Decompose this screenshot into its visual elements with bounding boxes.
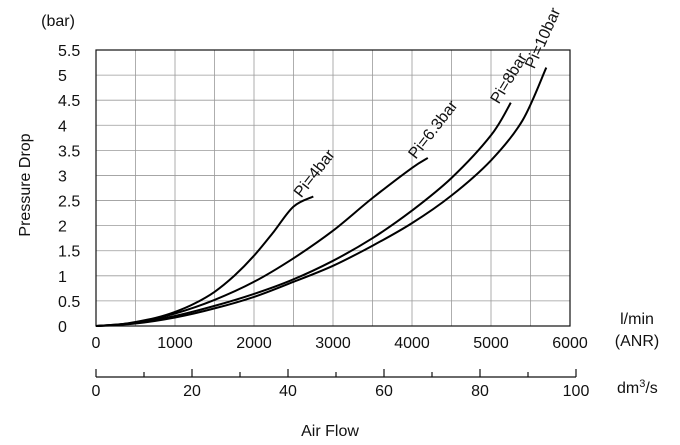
x-tick-label-primary: 6000 [552,335,588,352]
y-tick-label: 1 [58,269,67,286]
y-tick-label: 0 [58,319,67,336]
x-tick-labels-primary: 0 1000 2000 3000 4000 5000 6000 [92,335,588,352]
y-tick-label: 4 [58,118,67,135]
x-unit-secondary: dm3/s [617,378,658,397]
x-tick-label-secondary: 100 [563,383,590,400]
y-tick-label: 2 [58,219,67,236]
x-tick-label-primary: 4000 [394,335,430,352]
y-tick-label: 5.5 [58,43,80,60]
x-unit-primary-line2: (ANR) [615,333,659,350]
series-curve [96,103,511,326]
x-tick-label-primary: 3000 [315,335,351,352]
y-axis-title: Pressure Drop [17,133,34,236]
series-curve [96,68,546,326]
y-tick-label: 2.5 [58,194,80,211]
x-tick-label-primary: 1000 [157,335,193,352]
series-label: Pi=6.3bar [406,97,462,162]
y-unit-label: (bar) [41,13,75,30]
y-tick-label: 3.5 [58,143,80,160]
x-tick-label-secondary: 20 [183,383,201,400]
x-tick-label-primary: 5000 [473,335,509,352]
y-tick-label: 1.5 [58,244,80,261]
y-tick-label: 0.5 [58,294,80,311]
x-tick-label-secondary: 60 [375,383,393,400]
y-tick-label: 5 [58,68,67,85]
x-tick-label-secondary: 40 [279,383,297,400]
y-tick-labels: 0 0.5 1 1.5 2 2.5 3 3.5 4 4.5 5 5.5 [58,43,80,336]
series-curve [96,197,313,327]
x-tick-labels-secondary: 0 20 40 60 80 100 [92,369,590,400]
x-tick-label-primary: 2000 [236,335,272,352]
y-tick-label: 3 [58,168,67,185]
x-axis-title: Air Flow [301,423,359,440]
series-curves [96,68,546,326]
x-tick-label-secondary: 80 [471,383,489,400]
x-tick-label-primary: 0 [92,335,101,352]
y-tick-label: 4.5 [58,93,80,110]
x-unit-primary-line1: l/min [620,311,654,328]
series-label: Pi=4bar [291,146,339,201]
x-tick-label-secondary: 0 [92,383,101,400]
series-label: Pi=10bar [522,5,564,71]
